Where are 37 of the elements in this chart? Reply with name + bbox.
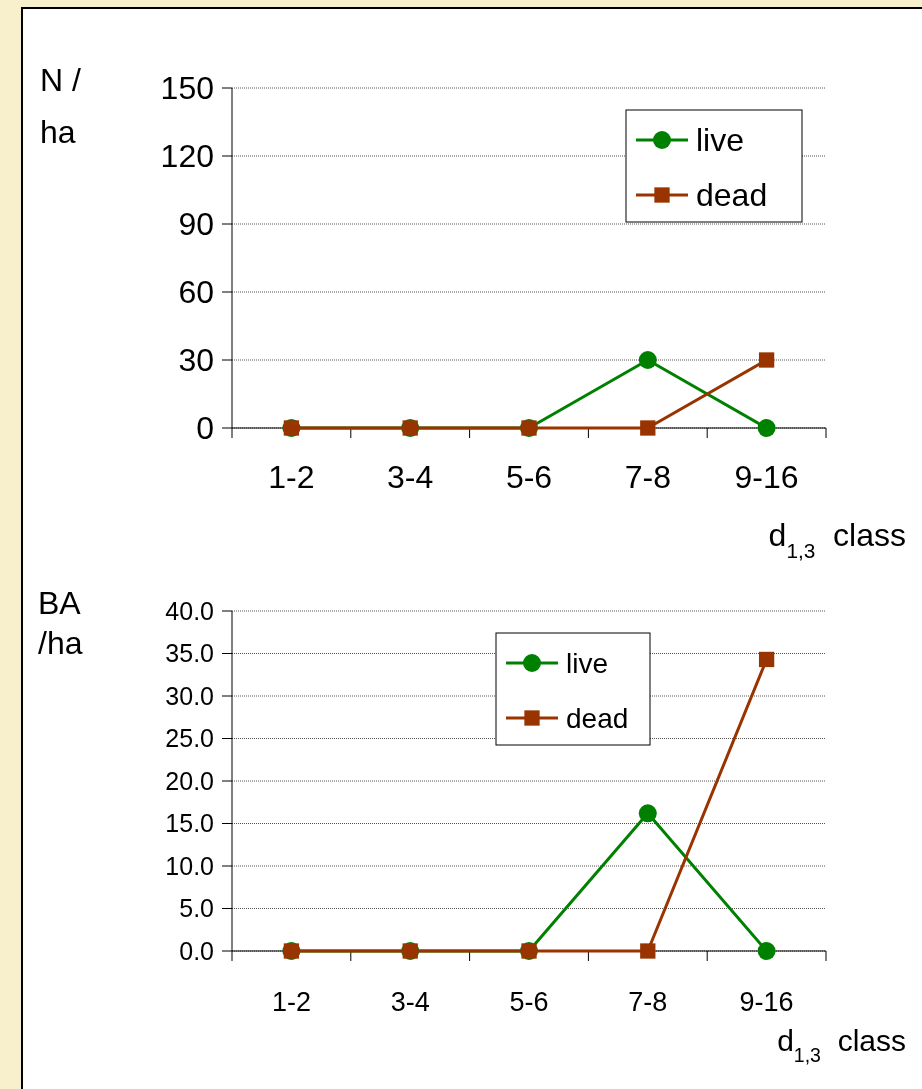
x-tick-label: 7-8	[624, 459, 671, 495]
y-tick-label: 5.0	[179, 894, 214, 923]
x-tick-label: 9-16	[739, 987, 794, 1017]
y-tick-label: 15.0	[165, 809, 214, 838]
legend-label: dead	[566, 702, 629, 734]
x-axis-title: d$_{1,3}$ class	[777, 1024, 906, 1066]
y-tick-label: 90	[178, 206, 214, 243]
y-tick-label: 30	[178, 342, 214, 379]
y-tick-label: 10.0	[165, 851, 214, 880]
x-axis-title: d$_{1,3}$ class	[768, 517, 906, 562]
point	[638, 804, 657, 823]
y-axis-title: N / ha	[40, 62, 81, 150]
x-tick-label: 7-8	[628, 987, 668, 1017]
point	[757, 942, 776, 960]
point	[640, 943, 656, 959]
legend-label: live	[566, 647, 609, 679]
legend-label: dead	[696, 177, 768, 214]
y-tick-label: 60	[178, 274, 214, 311]
y-tick-label: 0.0	[179, 936, 214, 965]
x-tick-label: 3-4	[387, 459, 434, 495]
y-tick-label: 150	[160, 70, 214, 107]
x-tick-label: 5-6	[509, 987, 549, 1017]
y-tick-label: 40.0	[165, 596, 214, 625]
y-tick-label: 35.0	[165, 639, 214, 668]
y-axis-title: BA /ha	[38, 585, 83, 661]
x-tick-label: 5-6	[505, 459, 553, 495]
point	[758, 651, 775, 668]
x-tick-label: 3-4	[390, 987, 430, 1017]
legend-label: live	[696, 122, 745, 159]
x-tick-label: 9-16	[734, 459, 799, 495]
y-tick-label: 25.0	[165, 724, 214, 753]
x-tick-label: 1-2	[271, 987, 311, 1017]
x-tick-label: 1-2	[268, 459, 315, 495]
y-tick-label: 120	[160, 138, 214, 175]
y-tick-label: 20.0	[165, 766, 214, 795]
y-tick-label: 30.0	[165, 681, 214, 710]
y-tick-label: 0	[196, 410, 214, 447]
